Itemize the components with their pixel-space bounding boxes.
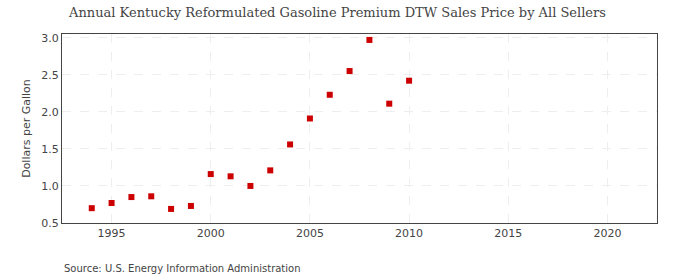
svg-text:Dollars per Gallon: Dollars per Gallon [20, 79, 33, 178]
svg-text:2005: 2005 [296, 227, 324, 240]
svg-text:2.5: 2.5 [41, 69, 59, 82]
svg-text:2020: 2020 [593, 227, 621, 240]
svg-text:2.0: 2.0 [41, 106, 59, 119]
svg-text:1.5: 1.5 [41, 143, 59, 156]
svg-text:1.0: 1.0 [41, 180, 59, 193]
svg-text:Annual Kentucky Reformulated G: Annual Kentucky Reformulated Gasoline Pr… [68, 5, 606, 20]
svg-text:2010: 2010 [395, 227, 423, 240]
svg-text:2015: 2015 [494, 227, 522, 240]
svg-text:Source: U.S. Energy Informatio: Source: U.S. Energy Information Administ… [64, 263, 301, 274]
svg-text:0.5: 0.5 [41, 217, 59, 230]
svg-text:3.0: 3.0 [41, 32, 59, 45]
svg-text:2000: 2000 [197, 227, 225, 240]
svg-text:1995: 1995 [98, 227, 126, 240]
